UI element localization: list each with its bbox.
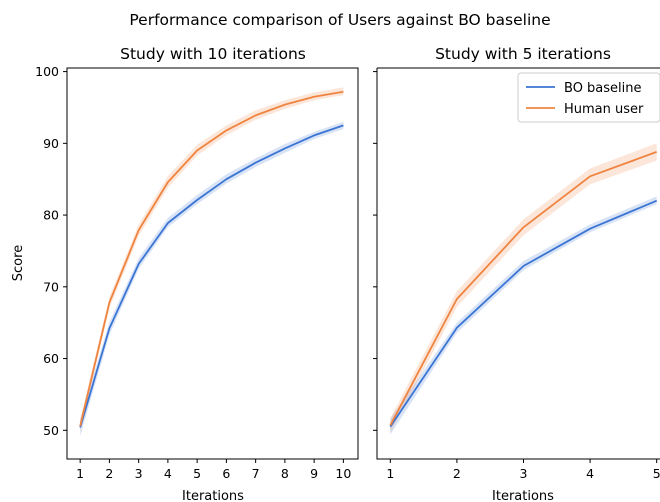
ytick-label-90: 90 [43, 136, 59, 151]
xtick-label-right-3: 3 [520, 466, 528, 481]
y-axis-label: Score [11, 245, 26, 281]
panel-left: Study with 10 iterations 50 60 70 80 90 100 1… [11, 45, 359, 502]
panel-right-lines [389, 151, 658, 428]
panel-right-bands [390, 143, 657, 435]
figure-title: Performance comparison of Users against … [129, 11, 550, 29]
xtick-label-left-5: 5 [193, 466, 201, 481]
xtick-label-right-5: 5 [653, 466, 660, 481]
line-left-bo-baseline [79, 124, 344, 428]
xtick-label-left-8: 8 [281, 466, 289, 481]
panel-left-xlabel: Iterations [182, 489, 244, 502]
legend: BO baseline Human user [517, 72, 660, 123]
panel-right-frame [376, 68, 660, 460]
xtick-label-left-9: 9 [310, 466, 318, 481]
xtick-label-left-4: 4 [164, 466, 172, 481]
line-right-bo-baseline [389, 199, 658, 428]
xtick-label-right-1: 1 [386, 466, 394, 481]
panel-left-frame [66, 67, 359, 460]
ytick-label-80: 80 [43, 208, 59, 223]
panel-left-lines [79, 90, 344, 428]
legend-box [517, 72, 660, 123]
legend-label-bo: BO baseline [564, 81, 642, 96]
panel-left-xticks: 1 2 3 4 5 6 7 8 9 10 [76, 459, 351, 481]
panel-right: Study with 5 iterations 1 2 3 4 5 Iterations… [373, 45, 660, 502]
legend-label-human: Human user [564, 102, 644, 117]
xtick-label-right-4: 4 [586, 466, 594, 481]
ytick-label-60: 60 [43, 351, 59, 366]
panel-left-yticks: 50 60 70 80 90 100 [35, 64, 67, 438]
ytick-label-100: 100 [35, 64, 59, 79]
panel-right-xticks: 1 2 3 4 5 [386, 459, 660, 481]
band-right-human-user [390, 143, 657, 433]
ytick-label-50: 50 [43, 423, 59, 438]
xtick-label-left-6: 6 [222, 466, 230, 481]
xtick-label-left-10: 10 [335, 466, 351, 481]
xtick-label-left-3: 3 [135, 466, 143, 481]
panel-right-yticks [373, 71, 377, 431]
panel-right-title: Study with 5 iterations [435, 45, 611, 63]
ytick-label-70: 70 [43, 279, 59, 294]
line-right-human-user [389, 151, 658, 426]
line-left-human-user [79, 90, 344, 427]
xtick-label-right-2: 2 [453, 466, 461, 481]
panel-left-title: Study with 10 iterations [120, 45, 306, 63]
xtick-label-left-7: 7 [252, 466, 260, 481]
panel-right-xlabel: Iterations [492, 489, 554, 502]
xtick-label-left-2: 2 [105, 466, 113, 481]
xtick-label-left-1: 1 [76, 466, 84, 481]
